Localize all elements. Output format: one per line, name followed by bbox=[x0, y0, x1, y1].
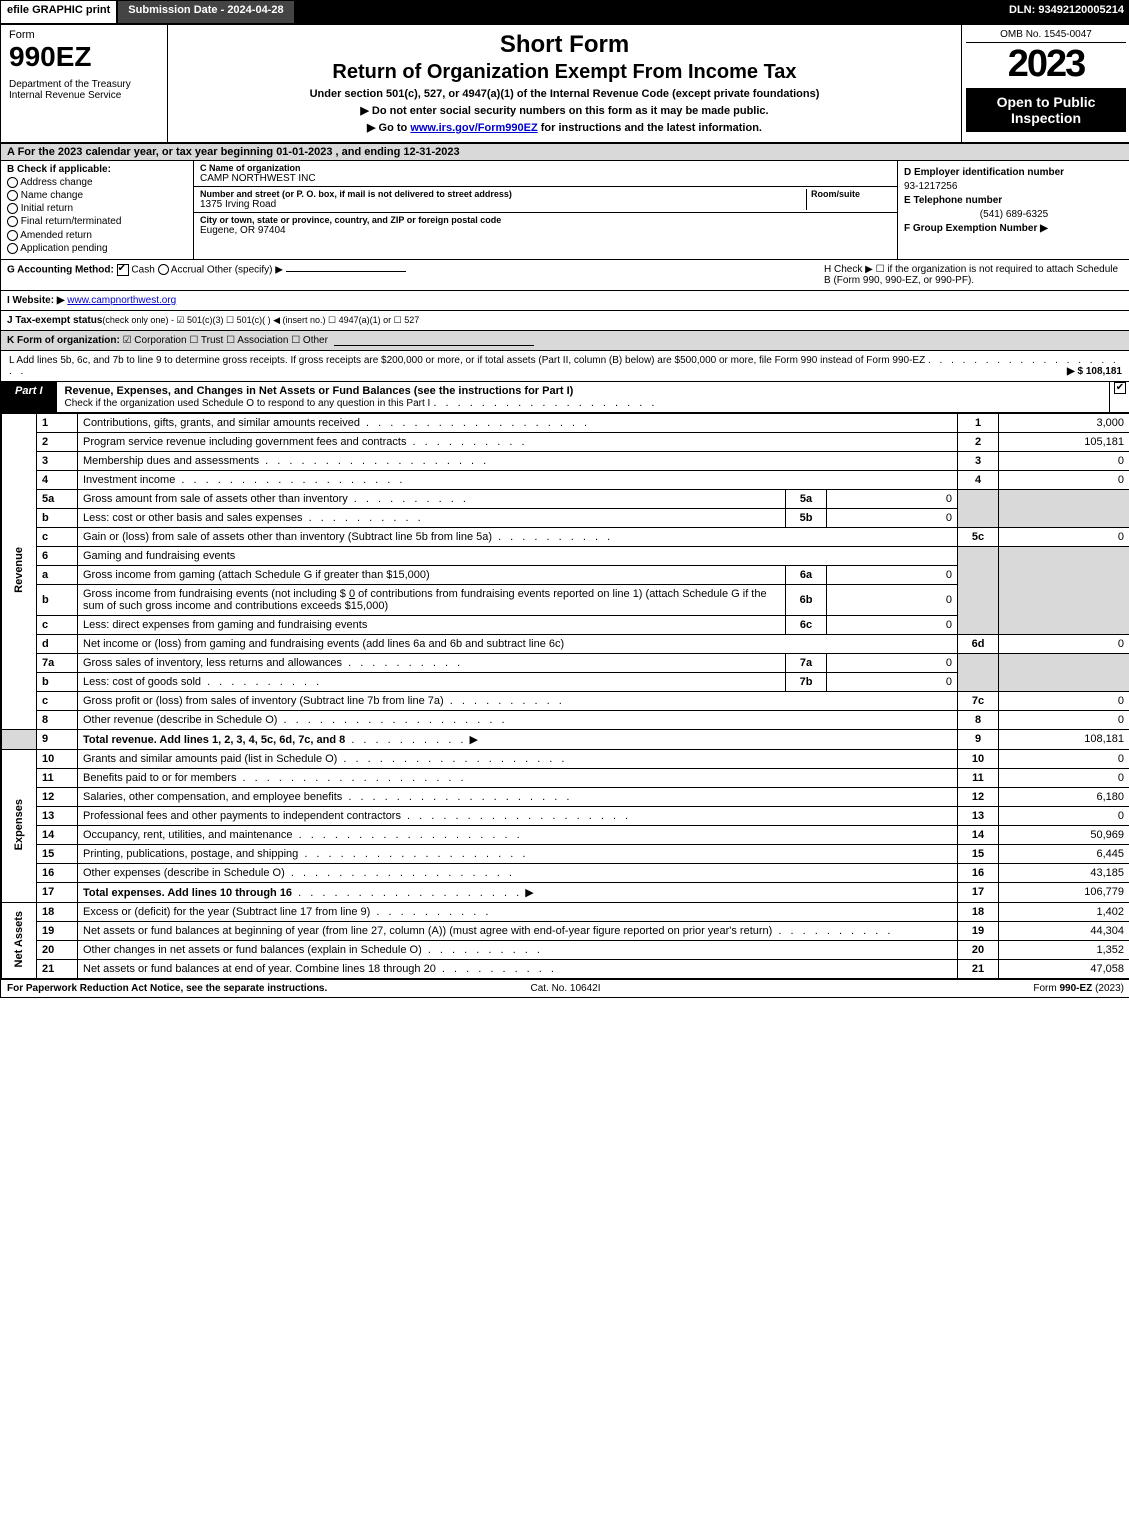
line-17-amount: 106,779 bbox=[999, 882, 1129, 902]
section-l-gross-receipts: L Add lines 5b, 6c, and 7b to line 9 to … bbox=[1, 351, 1129, 382]
section-i-website: I Website: ▶ www.campnorthwest.org bbox=[1, 291, 1129, 311]
form-ref: Form 990-EZ (2023) bbox=[752, 983, 1124, 994]
line-11-amount: 0 bbox=[999, 768, 1129, 787]
line-18-amount: 1,402 bbox=[999, 902, 1129, 921]
submission-date: Submission Date - 2024-04-28 bbox=[118, 1, 295, 23]
tax-year: 2023 bbox=[966, 43, 1126, 86]
open-to-public: Open to Public Inspection bbox=[966, 88, 1126, 132]
section-j-tax-status: J Tax-exempt status (check only one) - ☑… bbox=[1, 311, 1129, 331]
schedule-o-check[interactable] bbox=[1114, 382, 1126, 394]
section-c-org-info: C Name of organization CAMP NORTHWEST IN… bbox=[194, 161, 898, 259]
line-7b-subval: 0 bbox=[827, 672, 958, 691]
part-1-header: Part I Revenue, Expenses, and Changes in… bbox=[1, 382, 1129, 413]
form-word: Form bbox=[9, 29, 159, 41]
header-left: Form 990EZ Department of the Treasury In… bbox=[1, 25, 168, 142]
goto-instruction: ▶ Go to www.irs.gov/Form990EZ for instru… bbox=[178, 121, 951, 134]
line-6a-subval: 0 bbox=[827, 565, 958, 584]
section-de-identifiers: D Employer identification number 93-1217… bbox=[898, 161, 1129, 259]
line-5c-amount: 0 bbox=[999, 527, 1129, 546]
org-city: Eugene, OR 97404 bbox=[200, 225, 891, 236]
short-form-title: Short Form bbox=[178, 31, 951, 59]
ein: 93-1217256 bbox=[904, 181, 1124, 192]
line-19-amount: 44,304 bbox=[999, 921, 1129, 940]
line-10-amount: 0 bbox=[999, 749, 1129, 768]
initial-return-check[interactable] bbox=[7, 203, 18, 214]
line-21-amount: 47,058 bbox=[999, 959, 1129, 978]
line-5b-subval: 0 bbox=[827, 508, 958, 527]
omb-number: OMB No. 1545-0047 bbox=[966, 29, 1126, 43]
line-14-amount: 50,969 bbox=[999, 825, 1129, 844]
application-pending-check[interactable] bbox=[7, 243, 18, 254]
section-g-h: G Accounting Method: Cash Accrual Other … bbox=[1, 260, 1129, 291]
final-return-check[interactable] bbox=[7, 216, 18, 227]
top-bar: efile GRAPHIC print Submission Date - 20… bbox=[1, 1, 1129, 25]
org-name: CAMP NORTHWEST INC bbox=[200, 173, 891, 184]
line-1-amount: 3,000 bbox=[999, 413, 1129, 432]
footer: For Paperwork Reduction Act Notice, see … bbox=[1, 979, 1129, 997]
line-4-amount: 0 bbox=[999, 470, 1129, 489]
line-15-amount: 6,445 bbox=[999, 844, 1129, 863]
dln-number: DLN: 93492120005214 bbox=[1003, 1, 1129, 23]
name-change-check[interactable] bbox=[7, 190, 18, 201]
org-address: 1375 Irving Road bbox=[200, 199, 806, 210]
section-b-checkboxes: B Check if applicable: Address change Na… bbox=[1, 161, 194, 259]
section-a-tax-year: A For the 2023 calendar year, or tax yea… bbox=[1, 144, 1129, 161]
subtitle: Under section 501(c), 527, or 4947(a)(1)… bbox=[178, 88, 951, 100]
line-5a-subval: 0 bbox=[827, 489, 958, 508]
address-change-check[interactable] bbox=[7, 177, 18, 188]
part-1-table: Revenue 1 Contributions, gifts, grants, … bbox=[1, 413, 1129, 979]
net-assets-section-label: Net Assets bbox=[2, 902, 37, 978]
line-6b-subval: 0 bbox=[827, 584, 958, 615]
catalog-number: Cat. No. 10642I bbox=[379, 983, 751, 994]
org-info-grid: B Check if applicable: Address change Na… bbox=[1, 161, 1129, 260]
revenue-section-label: Revenue bbox=[2, 413, 37, 729]
website-link[interactable]: www.campnorthwest.org bbox=[67, 295, 176, 306]
line-6c-subval: 0 bbox=[827, 615, 958, 634]
main-title: Return of Organization Exempt From Incom… bbox=[178, 61, 951, 84]
line-20-amount: 1,352 bbox=[999, 940, 1129, 959]
line-2-amount: 105,181 bbox=[999, 432, 1129, 451]
amended-return-check[interactable] bbox=[7, 230, 18, 241]
ssn-warning: ▶ Do not enter social security numbers o… bbox=[178, 104, 951, 117]
line-7c-amount: 0 bbox=[999, 691, 1129, 710]
form-number: 990EZ bbox=[9, 41, 159, 73]
accrual-check[interactable] bbox=[158, 264, 169, 275]
phone: (541) 689-6325 bbox=[904, 209, 1124, 220]
line-16-amount: 43,185 bbox=[999, 863, 1129, 882]
line-9-amount: 108,181 bbox=[999, 729, 1129, 749]
line-7a-subval: 0 bbox=[827, 653, 958, 672]
line-12-amount: 6,180 bbox=[999, 787, 1129, 806]
section-k-form-org: K Form of organization: ☑ Corporation ☐ … bbox=[1, 331, 1129, 351]
paperwork-notice: For Paperwork Reduction Act Notice, see … bbox=[7, 983, 379, 994]
section-h: H Check ▶ ☐ if the organization is not r… bbox=[824, 264, 1124, 286]
cash-check[interactable] bbox=[117, 264, 129, 276]
expenses-section-label: Expenses bbox=[2, 749, 37, 902]
line-6d-amount: 0 bbox=[999, 634, 1129, 653]
header-right: OMB No. 1545-0047 2023 Open to Public In… bbox=[961, 25, 1129, 142]
header-center: Short Form Return of Organization Exempt… bbox=[168, 25, 961, 142]
irs-link[interactable]: www.irs.gov/Form990EZ bbox=[410, 122, 537, 134]
part-1-tab: Part I bbox=[1, 382, 57, 412]
efile-print-button[interactable]: efile GRAPHIC print bbox=[1, 1, 118, 23]
line-3-amount: 0 bbox=[999, 451, 1129, 470]
department-label: Department of the Treasury Internal Reve… bbox=[9, 79, 159, 101]
line-8-amount: 0 bbox=[999, 710, 1129, 729]
gross-receipts-amount: ▶ $ 108,181 bbox=[1067, 366, 1122, 377]
form-header: Form 990EZ Department of the Treasury In… bbox=[1, 25, 1129, 144]
line-13-amount: 0 bbox=[999, 806, 1129, 825]
